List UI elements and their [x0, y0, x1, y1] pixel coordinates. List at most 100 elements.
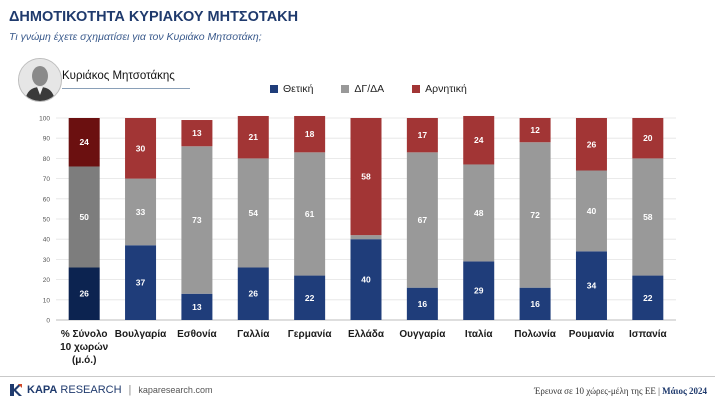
- bar-segment: [68, 118, 100, 167]
- legend-label-positive: Θετική: [283, 83, 314, 95]
- y-tick-label: 100: [39, 116, 50, 123]
- bar-segment: [237, 158, 269, 268]
- bar-segment: [406, 152, 438, 288]
- data-label: 13: [192, 302, 202, 312]
- bar-segment: [350, 235, 382, 240]
- category-label: % Σύνολο 10 χωρών (μ.ό.): [60, 329, 109, 366]
- y-tick-label: 70: [43, 176, 51, 183]
- bar-segment: [463, 261, 495, 320]
- brand-website[interactable]: kaparesearch.com: [138, 385, 213, 395]
- bar-segment: [237, 267, 269, 320]
- chart-legend: Θετική ΔΓ/ΔΑ Αρνητική: [270, 83, 467, 95]
- category-label: Βουλγαρία: [115, 329, 167, 340]
- data-label: 26: [587, 139, 597, 149]
- data-label: 12: [530, 125, 540, 135]
- data-label: 22: [305, 293, 315, 303]
- y-tick-label: 20: [43, 277, 51, 284]
- bar-segment: [181, 146, 213, 294]
- bar-segment: [575, 251, 607, 320]
- bar-segment: [632, 158, 664, 276]
- bar-segment: [632, 275, 664, 320]
- category-label: Ιταλία: [465, 329, 493, 340]
- person-name: Κυριάκος Μητσοτάκης: [62, 70, 175, 82]
- category-label: Εσθονία: [177, 329, 217, 340]
- data-label: 20: [643, 133, 653, 143]
- category-label: Γερμανία: [288, 329, 333, 340]
- data-label: 17: [418, 130, 428, 140]
- y-tick-label: 80: [43, 156, 51, 163]
- data-label: 34: [587, 281, 597, 291]
- category-label: Πολωνία: [514, 329, 557, 340]
- data-label: 26: [249, 289, 259, 299]
- category-label: Γαλλία: [237, 329, 270, 340]
- chart-title: ΔΗΜΟΤΙΚΟΤΗΤΑ ΚΥΡΙΑΚΟΥ ΜΗΤΣΟΤΑΚΗ: [9, 9, 299, 25]
- bar-segment: [68, 267, 100, 320]
- data-label: 24: [79, 137, 89, 147]
- source-date: Μάιος 2024: [662, 386, 707, 396]
- bar-segment: [181, 120, 213, 147]
- bar-segment: [294, 152, 326, 276]
- y-tick-label: 50: [43, 217, 51, 224]
- bar-segment: [294, 275, 326, 320]
- bar-segment: [519, 118, 551, 143]
- category-label: Ελλάδα: [348, 329, 385, 340]
- bar-segment: [519, 287, 551, 320]
- bar-segment: [294, 115, 326, 153]
- data-label: 33: [136, 207, 146, 217]
- bar-segment: [125, 118, 157, 179]
- y-tick-label: 10: [43, 297, 51, 304]
- data-label: 54: [249, 208, 259, 218]
- data-label: 40: [361, 275, 371, 285]
- data-label: 18: [305, 129, 315, 139]
- legend-item-negative: Αρνητική: [412, 83, 467, 95]
- legend-item-positive: Θετική: [270, 83, 313, 95]
- y-tick-label: 40: [43, 237, 51, 244]
- category-label: Ουγγαρία: [399, 329, 446, 340]
- y-tick-label: 30: [43, 257, 51, 264]
- bar-segment: [575, 170, 607, 252]
- y-tick-label: 60: [43, 196, 51, 203]
- bar-segment: [237, 115, 269, 159]
- data-label: 24: [474, 135, 484, 145]
- bar-segment: [350, 239, 382, 320]
- legend-swatch-negative: [412, 85, 421, 93]
- data-label: 73: [192, 215, 202, 225]
- y-tick-label: 0: [46, 318, 50, 325]
- data-label: 16: [530, 299, 540, 309]
- data-label: 58: [643, 212, 653, 222]
- legend-label-neutral: ΔΓ/ΔΑ: [354, 83, 385, 95]
- y-tick-label: 90: [43, 136, 51, 143]
- source-note: Έρευνα σε 10 χώρες-μέλη της ΕΕ | Μάιος 2…: [534, 386, 707, 396]
- data-label: 37: [136, 278, 146, 288]
- legend-swatch-neutral: [341, 85, 350, 93]
- legend-swatch-positive: [270, 85, 278, 93]
- data-label: 48: [474, 208, 484, 218]
- bar-segment: [463, 115, 495, 165]
- bar-segment: [519, 142, 551, 288]
- brand-name-rest: RESEARCH: [60, 384, 122, 396]
- data-label: 30: [136, 143, 146, 153]
- name-underline: [62, 88, 190, 89]
- category-label: Ρουμανία: [569, 329, 615, 340]
- data-label: 61: [305, 209, 315, 219]
- bar-segment: [575, 118, 607, 171]
- data-label: 58: [361, 172, 371, 182]
- person-silhouette-icon: [19, 59, 61, 101]
- data-label: 72: [530, 210, 540, 220]
- data-label: 40: [587, 206, 597, 216]
- chart-subtitle: Τι γνώμη έχετε σχηματίσει για τον Κυριάκ…: [9, 31, 262, 43]
- legend-item-neutral: ΔΓ/ΔΑ: [341, 83, 384, 95]
- bar-segment: [632, 118, 664, 159]
- bar-segment: [125, 178, 157, 246]
- data-label: 13: [192, 128, 202, 138]
- brand-name-bold: KAPA: [27, 384, 58, 396]
- kapa-logo-icon: [10, 384, 22, 396]
- stacked-bar-chart: 0 10 20 30 40 50 60 70 80 90 100 26 50 24 % Σύνολο 10 χ…: [39, 115, 676, 366]
- brand-separator: |: [128, 384, 132, 396]
- bar-segment: [406, 287, 438, 320]
- source-text: Έρευνα σε 10 χώρες-μέλη της ΕΕ: [534, 386, 656, 396]
- bar-segment: [68, 166, 100, 268]
- bar-segment: [125, 245, 157, 320]
- bar-segment: [350, 118, 382, 236]
- data-label: 22: [643, 293, 653, 303]
